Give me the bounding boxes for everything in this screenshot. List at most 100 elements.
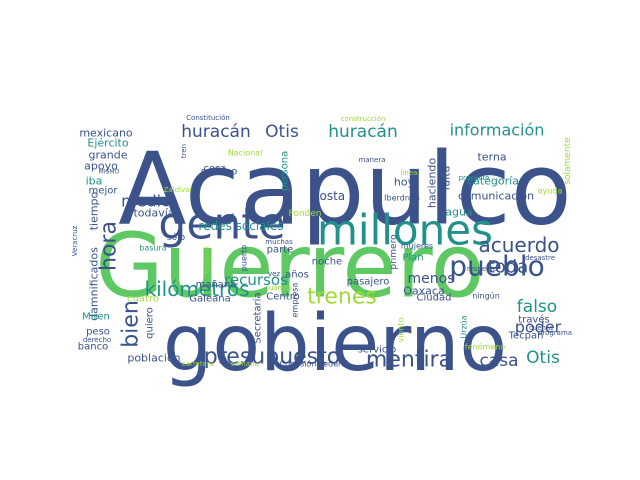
word-quiero: quiero <box>145 307 156 339</box>
word-pueblo: pueblo <box>449 250 544 283</box>
word-hospital: hospital <box>203 246 211 274</box>
word-mexicano: mexicano <box>79 127 133 140</box>
word-manera: manera <box>358 156 385 164</box>
word-empresa: empresa <box>291 282 300 317</box>
word-cosa: cosa <box>204 164 227 175</box>
word-comision-federal: Comisión Federal <box>280 359 349 369</box>
word-noche: noche <box>312 257 342 268</box>
word-redes-sociales: redes sociales <box>199 219 284 233</box>
word-bien: bien <box>119 300 144 348</box>
word-iba: iba <box>86 175 103 188</box>
word-semana: semana <box>231 360 259 368</box>
word-constitucion: Constitución <box>186 114 230 122</box>
word-manana: mañana <box>196 280 237 291</box>
word-trenes: trenes <box>307 285 377 310</box>
word-recursos: recursos <box>224 271 288 289</box>
word-damnificados: damnificados <box>88 247 101 321</box>
word-fenomeno: fenómeno <box>465 342 505 352</box>
word-juanito: Juanito <box>266 284 291 292</box>
word-poblacion: población <box>127 352 180 365</box>
word-gobierno: gobierno <box>163 299 507 389</box>
word-mentira: mentira <box>366 348 452 373</box>
word-otis: Otis <box>265 122 299 142</box>
word-fonden: Fonden <box>288 209 321 219</box>
word-tecpan: Tecpan <box>508 331 544 342</box>
word-vez: vez <box>268 270 280 278</box>
word-oaxaca: Oaxaca <box>403 285 444 298</box>
word-falso: falso <box>517 297 557 317</box>
word-tren: tren <box>180 144 188 158</box>
word-basura: basura <box>139 244 167 253</box>
word-ningun: ningún <box>472 292 500 301</box>
word-poder: poder <box>515 318 562 337</box>
word-apoyo: apoyo <box>84 160 118 173</box>
word-costa: costa <box>313 189 345 203</box>
word-construccion: construcción <box>341 115 386 123</box>
word-terna: terna <box>477 151 506 164</box>
word-todavia: todavía <box>133 207 174 220</box>
word-respecto: respecto <box>467 265 497 273</box>
word-pasajero: pasajero <box>347 277 390 288</box>
word-mismo: MISMO <box>99 169 120 176</box>
word-iberdrola: Iberdrola <box>384 194 420 203</box>
word-desastre: desastre <box>525 254 555 262</box>
word-otis: Otis <box>526 348 560 368</box>
word-programa: programa <box>538 329 572 337</box>
word-mujeres: mujeres <box>401 242 433 251</box>
word-centro: Centro <box>266 292 299 303</box>
word-cuatro: cuatro <box>127 294 159 305</box>
word-presupuesto: presupuesto <box>204 345 340 370</box>
word-informacion: información <box>450 121 545 140</box>
word-carretera: carretera <box>182 360 214 368</box>
word-persona: persona <box>280 151 291 191</box>
word-grande: grande <box>89 149 128 162</box>
word-mejor: mejor <box>89 186 119 197</box>
word-muchas: muchas <box>265 238 293 246</box>
word-comunicacion: comunicación <box>458 190 534 203</box>
word-toda: toda <box>488 257 529 278</box>
word-linea: línea <box>401 169 418 177</box>
word-servicio: servicio <box>358 345 397 356</box>
word-cuenta: cuenta <box>529 324 553 332</box>
word-casa: casa <box>479 351 518 371</box>
word-acuerdo: acuerdo <box>478 233 559 257</box>
word-guerrero: Guerrero <box>95 215 484 318</box>
word-cloud-background <box>80 119 560 369</box>
word-urzua: Urzúa <box>460 315 469 338</box>
word-plan: Plan <box>402 253 423 264</box>
word-ayuda: ayuda <box>538 187 563 196</box>
word-ejercito: Ejército <box>87 137 128 150</box>
word-ciudad: Ciudad <box>417 293 452 304</box>
word-puerto: puerto <box>240 245 249 271</box>
word-veracruz: Veracruz <box>71 225 79 256</box>
word-tiempo: tiempo <box>88 191 101 230</box>
word-solo: sólo <box>167 232 186 243</box>
word-camino: camino <box>201 167 238 178</box>
word-banco: banco <box>78 342 108 353</box>
word-haciendo: haciendo <box>426 158 439 209</box>
word-zaldivar: Zaldívar <box>164 186 193 194</box>
word-gente: gente <box>158 199 285 250</box>
word-parte: parte <box>267 245 294 256</box>
word-nacional: Nacional <box>228 149 263 158</box>
word-medio: medio <box>121 192 171 211</box>
word-hora: hora <box>97 221 122 271</box>
word-cloud-words: AcapulcoGuerrerogobiernomillonesgentepue… <box>71 114 573 389</box>
word-falta: falta <box>440 166 453 191</box>
word-traves: través <box>518 314 549 326</box>
word-hoy: hoy <box>394 176 415 189</box>
word-miren: Miren <box>82 312 110 323</box>
word-acapulco: Acapulco <box>118 131 572 248</box>
word-menos: menos <box>408 271 455 287</box>
word-anos: años <box>285 270 309 281</box>
word-huracan: huracán <box>328 122 398 142</box>
word-primero: primero <box>389 234 399 270</box>
word-categoria: categoría <box>467 175 519 188</box>
word-huracan: huracán <box>181 122 251 142</box>
word-secretaria: Secretaría <box>252 292 264 343</box>
word-kilometros: kilómetros <box>145 277 250 301</box>
word-agua: agua <box>445 206 472 219</box>
word-viento: viento <box>397 317 406 342</box>
word-proyecto: proyecto <box>459 174 490 182</box>
